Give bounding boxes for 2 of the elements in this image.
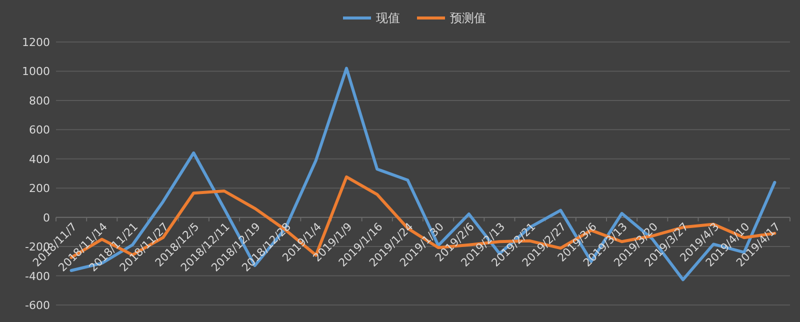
- legend-label: 预测值: [450, 11, 486, 25]
- legend-label: 现值: [376, 11, 400, 25]
